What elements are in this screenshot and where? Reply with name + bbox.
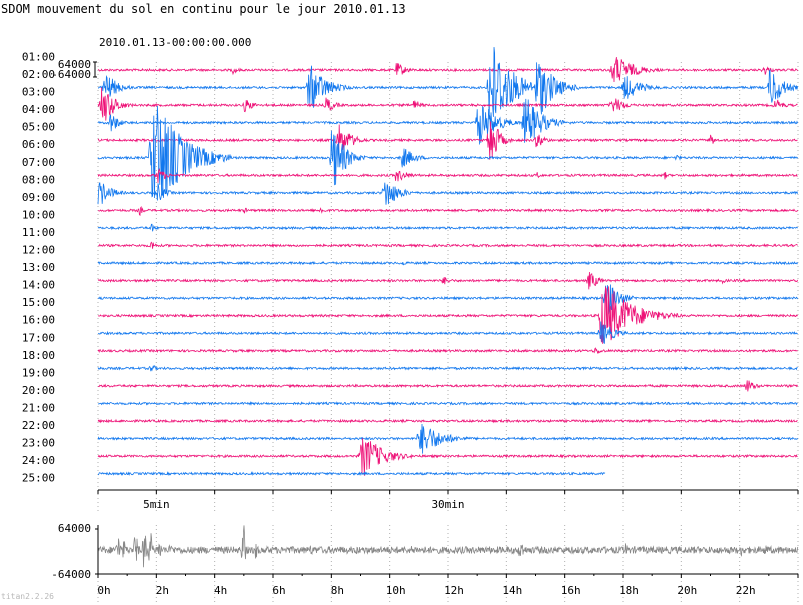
trace-14:00 <box>97 284 798 315</box>
trace-06:00 <box>97 105 798 199</box>
trace-04:00 <box>97 98 798 145</box>
hour-label: 24:00 <box>22 454 55 467</box>
trace-09:00 <box>97 205 798 217</box>
hour-label: 15:00 <box>22 296 55 309</box>
trace-16:00 <box>97 321 798 345</box>
trace-07:00 <box>97 168 798 183</box>
day-tick-label: 16h <box>561 584 581 597</box>
trace-19:00 <box>97 380 798 392</box>
trace-17:00 <box>97 347 798 354</box>
trace-12:00 <box>97 260 798 266</box>
trace-03:00 <box>97 87 798 121</box>
day-tick-label: 4h <box>214 584 227 597</box>
hour-label: 12:00 <box>22 244 55 257</box>
trace-21:00 <box>97 418 798 424</box>
day-tick-label: 18h <box>619 584 639 597</box>
day-tick-label: 10h <box>386 584 406 597</box>
hour-label: 06:00 <box>22 138 55 151</box>
hour-label: 18:00 <box>22 349 55 362</box>
hour-label: 17:00 <box>22 331 55 344</box>
hour-label: 03:00 <box>22 86 55 99</box>
trace-08:00 <box>97 182 798 205</box>
trace-10:00 <box>97 223 798 232</box>
hour-label: 07:00 <box>22 156 55 169</box>
day-tick-label: 2h <box>156 584 169 597</box>
grid-lines <box>97 62 799 602</box>
hour-label: 02:00 <box>22 68 55 81</box>
hour-label: 14:00 <box>22 279 55 292</box>
hour-label: 08:00 <box>22 173 55 186</box>
hour-label: 25:00 <box>22 472 55 485</box>
trace-13:00 <box>97 271 798 290</box>
day-tick-label: 20h <box>677 584 697 597</box>
trace-01:00 <box>97 57 798 83</box>
hour-label: 01:00 <box>22 50 55 63</box>
minute-tick-label: 30min <box>431 498 464 511</box>
trace-24:00 <box>97 471 606 477</box>
hour-label: 10:00 <box>22 208 55 221</box>
minute-tick-label: 5min <box>143 498 170 511</box>
day-tick-label: 6h <box>272 584 285 597</box>
amplitude-max-label: 64000 <box>58 58 91 71</box>
day-tick-label: 0h <box>97 584 110 597</box>
trace-23:00 <box>97 438 798 476</box>
start-time-label: 2010.01.13-00:00:00.000 <box>99 36 251 49</box>
hour-label: 21:00 <box>22 401 55 414</box>
seismic-traces <box>97 47 798 477</box>
day-tick-label: 22h <box>736 584 756 597</box>
trace-05:00 <box>97 121 798 160</box>
hour-label: 09:00 <box>22 191 55 204</box>
hour-label: 05:00 <box>22 121 55 134</box>
hour-label: 19:00 <box>22 366 55 379</box>
day-tick-label: 14h <box>502 584 522 597</box>
hour-label: 13:00 <box>22 261 55 274</box>
overview-min-label: -64000 <box>51 568 91 581</box>
trace-20:00 <box>97 400 798 406</box>
hour-label: 20:00 <box>22 384 55 397</box>
overview-max-label: 64000 <box>58 522 91 535</box>
hour-labels: 01:00 02:00 03:00 04:00 05:00 06:00 07:00 08:00… <box>22 50 55 484</box>
version-watermark: titan2.2.26 <box>1 592 54 601</box>
hour-label: 04:00 <box>22 103 55 116</box>
day-tick-label: 8h <box>331 584 344 597</box>
trace-11:00 <box>97 241 798 249</box>
day-axis: 0h 2h 4h 6h 8h 10h 12h 14h 16h 18h 20h 22h <box>95 525 799 597</box>
day-tick-label: 12h <box>444 584 464 597</box>
overview-trace-line <box>97 525 799 568</box>
trace-15:00 <box>97 286 798 344</box>
daily-overview-trace <box>97 525 799 568</box>
hour-label: 16:00 <box>22 314 55 327</box>
trace-18:00 <box>97 365 798 372</box>
hour-label: 22:00 <box>22 419 55 432</box>
hour-label: 23:00 <box>22 437 55 450</box>
trace-22:00 <box>97 423 798 454</box>
amplitude-min-label: -64000 <box>51 68 91 81</box>
trace-02:00 <box>97 47 798 120</box>
chart-title: SDOM mouvement du sol en continu pour le… <box>1 2 406 16</box>
minute-axis: 5min 30min <box>97 489 799 511</box>
hour-label: 11:00 <box>22 226 55 239</box>
